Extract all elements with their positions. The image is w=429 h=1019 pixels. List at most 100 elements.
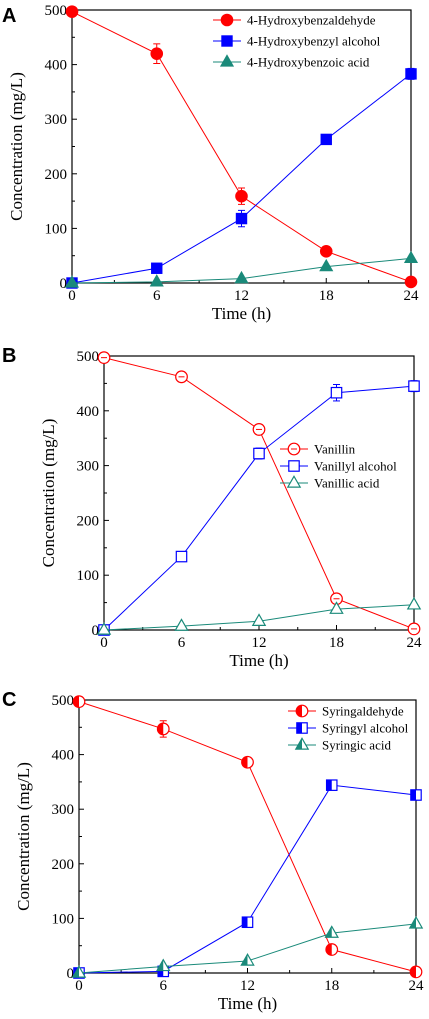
x-tick-label: 24 — [409, 978, 425, 994]
series-2 — [73, 779, 422, 979]
y-tick-label: 300 — [52, 802, 75, 818]
data-point — [64, 275, 80, 288]
y-tick-label: 500 — [52, 693, 75, 709]
legend-entry-label: 4-Hydroxybenzoic acid — [247, 55, 370, 70]
data-point — [319, 245, 333, 258]
y-tick-label: 200 — [52, 857, 75, 873]
data-point — [320, 133, 332, 146]
data-point — [174, 618, 189, 631]
x-tick-label: 12 — [234, 288, 249, 304]
panel-letter: A — [2, 5, 16, 27]
data-point — [241, 916, 254, 929]
legend-entry-label: Vanillic acid — [314, 476, 380, 491]
series-2 — [66, 67, 417, 289]
data-point — [97, 351, 111, 365]
x-tick-label: 6 — [178, 635, 186, 651]
legend-entry-label: Syringyl alcohol — [322, 721, 409, 736]
x-tick-label: 0 — [100, 635, 108, 651]
panel-letter: B — [2, 345, 16, 367]
chart-panel-c: C 0 100 200 300 400 500 0 6 12 18 24 Time (h) Concent… — [2, 689, 424, 1013]
y-tick-label: 400 — [52, 748, 75, 764]
data-point — [234, 270, 249, 284]
legend: 4-Hydroxybenzaldehyde 4-Hydroxybenzyl alc… — [213, 13, 381, 70]
data-point — [329, 601, 344, 614]
data-point — [408, 380, 420, 392]
y-tick-label: 0 — [92, 623, 100, 639]
y-tick-label: 100 — [52, 911, 75, 927]
y-tick-label: 0 — [60, 276, 68, 292]
x-tick-label: 0 — [68, 288, 76, 304]
x-tick-label: 12 — [240, 978, 255, 994]
chart-panel-b: B 0 100 200 300 400 500 0 6 12 18 24 Time (h) Concent… — [2, 345, 422, 670]
data-point — [324, 925, 339, 938]
series-1 — [97, 351, 421, 636]
data-point — [156, 958, 171, 972]
y-tick-label: 200 — [45, 167, 68, 183]
data-point — [403, 250, 419, 264]
legend-marker — [294, 737, 310, 750]
plot-frame — [103, 355, 415, 631]
x-tick-label: 6 — [160, 978, 168, 994]
series-line — [103, 385, 415, 631]
data-point — [252, 423, 266, 436]
series-3 — [96, 596, 422, 635]
series-1 — [65, 5, 418, 289]
y-tick-label: 100 — [45, 221, 68, 237]
data-point — [96, 622, 112, 635]
data-point — [240, 953, 255, 966]
data-point — [325, 943, 339, 956]
data-point — [319, 258, 334, 272]
legend-marker — [295, 704, 309, 718]
legend-marker — [219, 54, 235, 67]
x-tick-label: 24 — [407, 635, 423, 651]
series-line — [103, 357, 415, 630]
plot-frame — [71, 9, 412, 284]
legend-entry-label: 4-Hydroxybenzaldehyde — [247, 13, 376, 28]
y-axis-label: Concentration (mg/L) — [14, 762, 33, 911]
x-tick-label: 0 — [75, 978, 83, 994]
data-point — [330, 386, 343, 399]
data-point — [253, 447, 265, 460]
series-line — [71, 11, 412, 283]
legend: Vanillin Vanillyl alcohol Vanillic acid — [280, 442, 397, 491]
data-point — [149, 274, 164, 287]
legend-entry-label: 4-Hydroxybenzyl alcohol — [247, 34, 381, 49]
y-tick-label: 500 — [77, 349, 100, 365]
y-tick-label: 300 — [45, 112, 68, 128]
x-tick-label: 6 — [153, 288, 161, 304]
legend-marker — [221, 35, 233, 47]
data-point — [175, 550, 188, 563]
data-point — [65, 5, 79, 18]
data-point — [408, 915, 424, 929]
y-tick-label: 300 — [77, 459, 100, 475]
panel-letter: C — [2, 689, 16, 711]
x-tick-label: 18 — [329, 635, 344, 651]
x-tick-label: 18 — [319, 288, 334, 304]
x-tick-label: 18 — [324, 978, 339, 994]
x-axis-label: Time (h) — [229, 651, 288, 670]
y-axis-label: Concentration (mg/L) — [39, 419, 58, 568]
legend: Syringaldehyde Syringyl alcohol Syringic a… — [288, 704, 409, 753]
data-point — [325, 779, 338, 791]
y-tick-label: 500 — [45, 3, 68, 19]
series-1 — [72, 695, 423, 979]
series-3 — [71, 915, 424, 978]
legend-entry-label: Vanillin — [314, 442, 356, 457]
data-point — [409, 965, 423, 979]
legend-entry-label: Vanillyl alcohol — [314, 459, 397, 474]
legend-marker — [286, 475, 302, 488]
data-point — [235, 212, 248, 225]
y-tick-label: 400 — [45, 58, 68, 74]
x-axis-label: Time (h) — [212, 304, 271, 323]
data-point — [175, 370, 188, 384]
data-point — [406, 596, 422, 610]
data-point — [72, 695, 86, 709]
legend-entry-label: Syringaldehyde — [322, 704, 404, 719]
data-point — [151, 262, 163, 274]
data-point — [251, 613, 267, 626]
data-point — [71, 965, 87, 978]
x-tick-label: 12 — [252, 635, 267, 651]
y-axis-label: Concentration (mg/L) — [7, 72, 26, 221]
y-tick-label: 0 — [67, 966, 75, 982]
data-point — [156, 722, 170, 736]
